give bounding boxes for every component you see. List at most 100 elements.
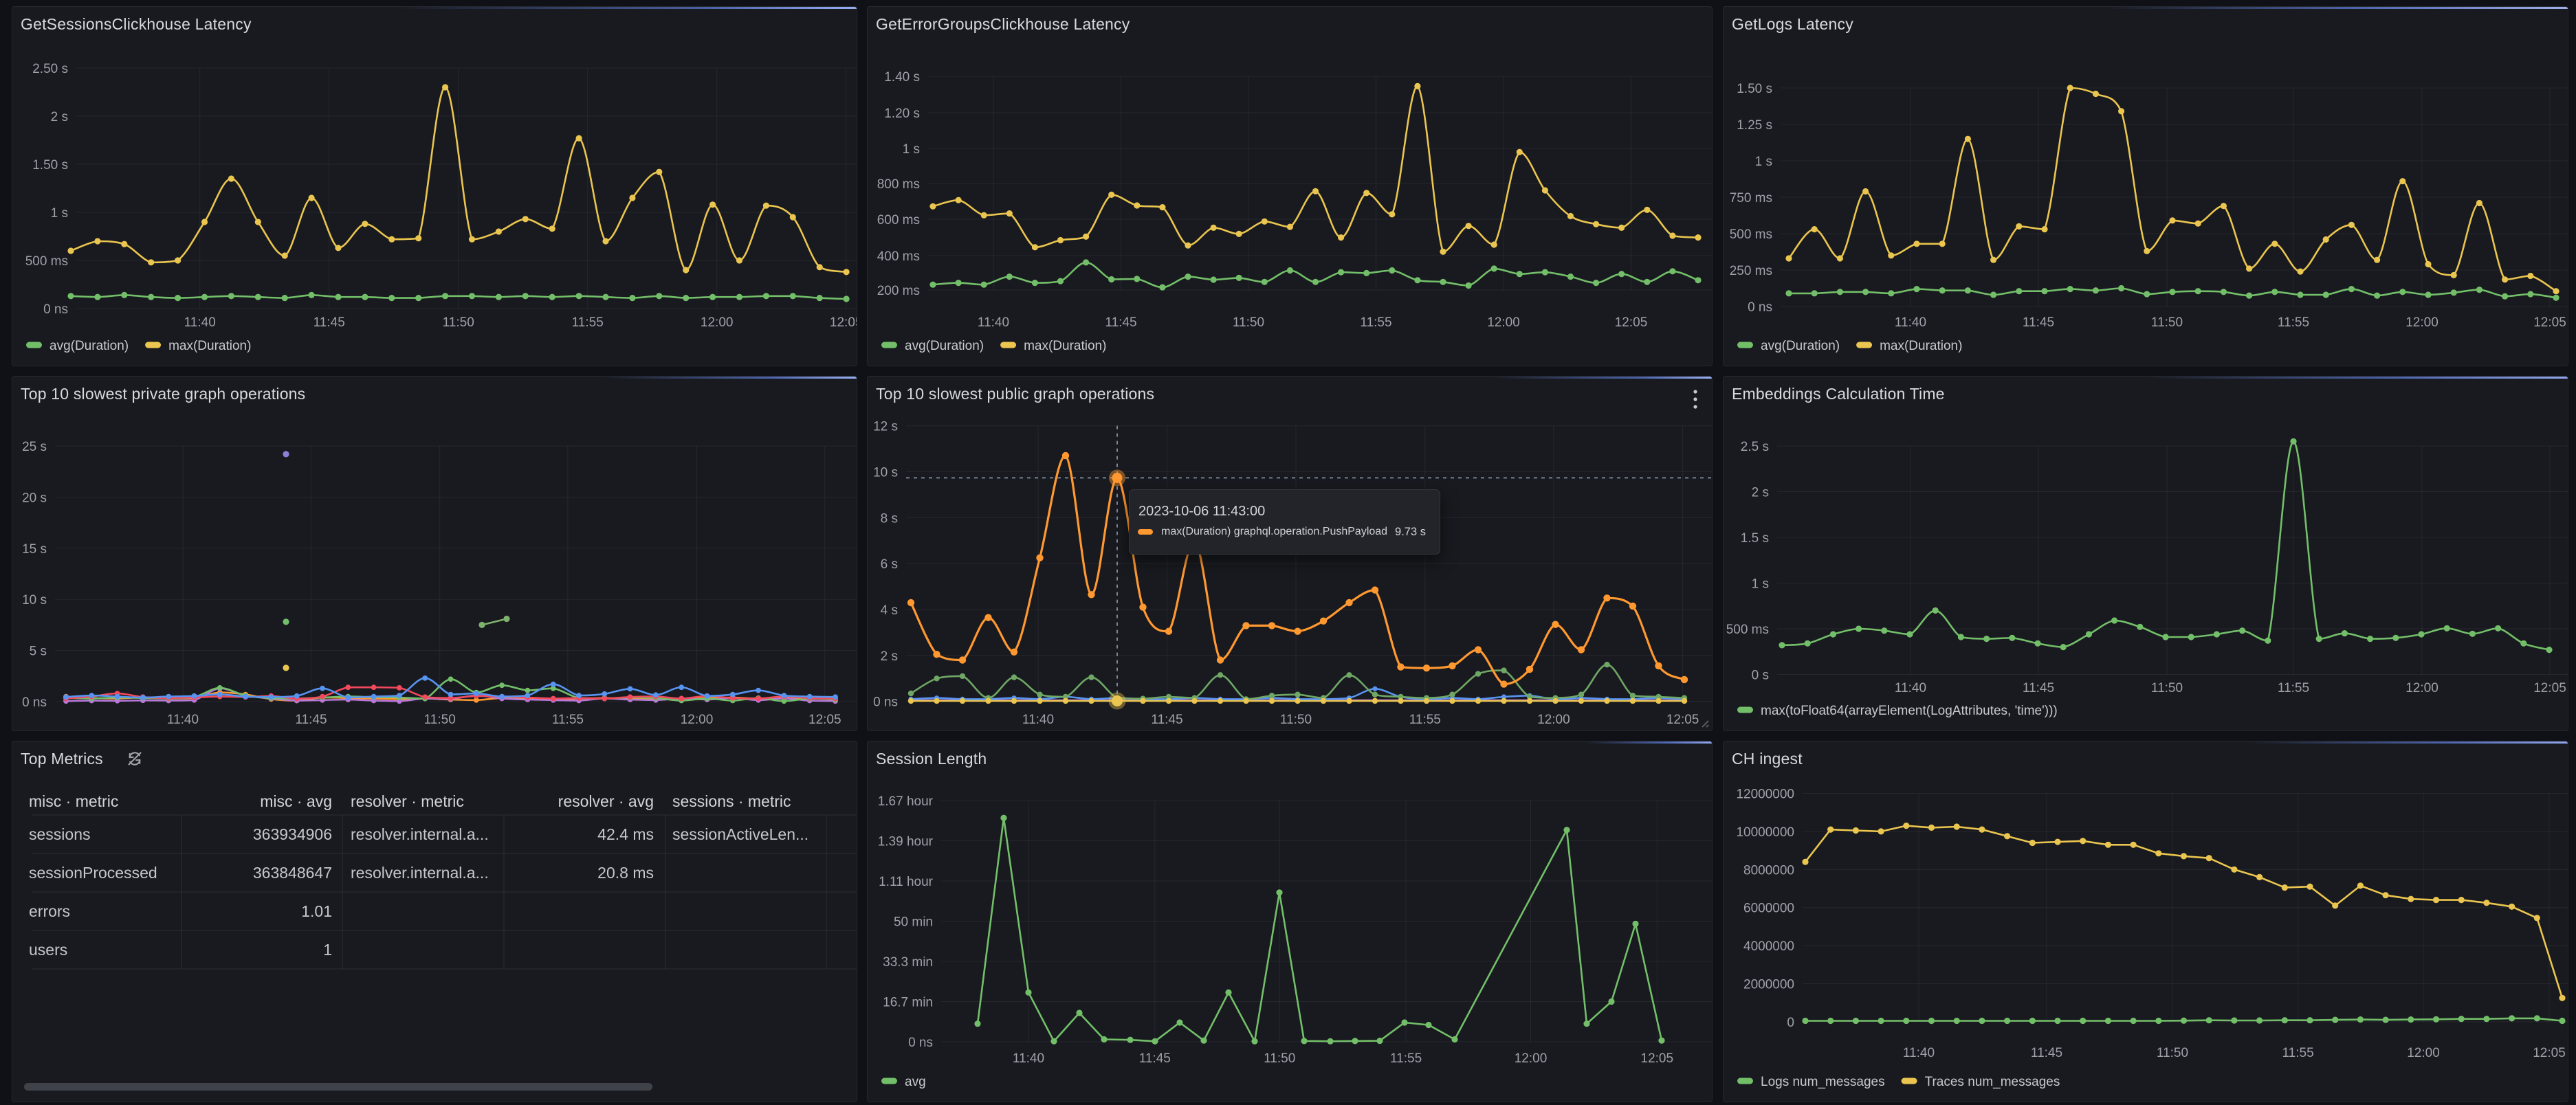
- svg-text:12:00: 12:00: [1487, 315, 1520, 330]
- svg-text:0 ns: 0 ns: [1748, 300, 1772, 315]
- svg-text:6000000: 6000000: [1743, 902, 1794, 916]
- svg-text:12:00: 12:00: [2406, 681, 2439, 695]
- svg-text:200 ms: 200 ms: [877, 284, 920, 298]
- svg-text:11:40: 11:40: [1895, 681, 1926, 695]
- svg-text:11:50: 11:50: [1264, 1051, 1295, 1066]
- svg-text:11:50: 11:50: [2151, 315, 2183, 330]
- svg-text:750 ms: 750 ms: [1730, 191, 1772, 205]
- svg-text:12:00: 12:00: [681, 713, 714, 727]
- svg-text:avg(Duration): avg(Duration): [49, 339, 129, 353]
- svg-text:11:55: 11:55: [2278, 681, 2309, 695]
- svg-text:11:40: 11:40: [184, 315, 216, 330]
- svg-text:11:55: 11:55: [572, 315, 604, 330]
- svg-text:12:05: 12:05: [830, 315, 857, 330]
- svg-text:11:55: 11:55: [2278, 315, 2309, 330]
- svg-text:12:00: 12:00: [701, 315, 734, 330]
- svg-text:5 s: 5 s: [30, 645, 47, 659]
- svg-text:11:50: 11:50: [2157, 1046, 2188, 1060]
- svg-text:avg(Duration): avg(Duration): [1761, 339, 1840, 353]
- svg-text:2 s: 2 s: [51, 110, 68, 124]
- svg-text:2.5 s: 2.5 s: [1741, 440, 1769, 454]
- svg-text:11:45: 11:45: [1151, 713, 1182, 727]
- svg-text:500 ms: 500 ms: [1726, 623, 1769, 637]
- svg-text:max(Duration): max(Duration): [1880, 339, 1962, 353]
- svg-text:25 s: 25 s: [22, 440, 47, 454]
- svg-text:8 s: 8 s: [881, 511, 898, 526]
- svg-text:11:45: 11:45: [1139, 1051, 1171, 1066]
- svg-text:1.39 hour: 1.39 hour: [878, 835, 934, 849]
- svg-text:10 s: 10 s: [873, 466, 898, 480]
- svg-text:600 ms: 600 ms: [877, 213, 920, 227]
- svg-text:11:50: 11:50: [1280, 713, 1312, 727]
- svg-text:500 ms: 500 ms: [25, 254, 68, 269]
- svg-text:1.50 s: 1.50 s: [32, 158, 68, 172]
- svg-text:11:45: 11:45: [2023, 315, 2054, 330]
- svg-text:12:00: 12:00: [2407, 1046, 2440, 1060]
- svg-text:avg: avg: [905, 1075, 926, 1089]
- svg-text:1 s: 1 s: [903, 142, 920, 157]
- svg-text:11:45: 11:45: [313, 315, 345, 330]
- svg-text:11:40: 11:40: [978, 315, 1009, 330]
- svg-text:12:00: 12:00: [1537, 713, 1570, 727]
- svg-text:max(Duration): max(Duration): [168, 339, 251, 353]
- svg-text:2 s: 2 s: [881, 649, 898, 664]
- svg-text:1.50 s: 1.50 s: [1737, 82, 1772, 96]
- svg-text:12:05: 12:05: [1641, 1051, 1674, 1066]
- svg-text:11:45: 11:45: [2031, 1046, 2062, 1060]
- svg-text:11:45: 11:45: [2023, 681, 2054, 695]
- svg-text:11:50: 11:50: [1233, 315, 1264, 330]
- svg-text:1.67 hour: 1.67 hour: [878, 794, 934, 809]
- svg-text:500 ms: 500 ms: [1730, 227, 1772, 242]
- svg-text:max(Duration): max(Duration): [1024, 339, 1106, 353]
- svg-text:11:45: 11:45: [1105, 315, 1136, 330]
- svg-text:20 s: 20 s: [22, 491, 47, 505]
- svg-text:11:50: 11:50: [443, 315, 474, 330]
- svg-text:2.50 s: 2.50 s: [32, 62, 68, 76]
- svg-text:16.7 min: 16.7 min: [883, 996, 933, 1010]
- svg-text:12:00: 12:00: [2406, 315, 2439, 330]
- svg-text:11:40: 11:40: [1895, 315, 1926, 330]
- svg-text:max(toFloat64(arrayElement(Log: max(toFloat64(arrayElement(LogAttributes…: [1761, 704, 2058, 718]
- svg-text:0 ns: 0 ns: [908, 1036, 933, 1050]
- svg-text:12:05: 12:05: [1615, 315, 1648, 330]
- svg-text:0 ns: 0 ns: [43, 302, 68, 317]
- svg-text:6 s: 6 s: [881, 557, 898, 572]
- svg-text:Logs num_messages: Logs num_messages: [1761, 1075, 1885, 1089]
- svg-text:12:05: 12:05: [2533, 681, 2566, 695]
- svg-text:12:05: 12:05: [2533, 315, 2566, 330]
- svg-text:250 ms: 250 ms: [1730, 264, 1772, 278]
- svg-text:1.40 s: 1.40 s: [884, 70, 920, 85]
- svg-text:2 s: 2 s: [1752, 486, 1769, 500]
- svg-text:1 s: 1 s: [51, 206, 68, 221]
- svg-text:2000000: 2000000: [1743, 978, 1794, 992]
- svg-text:4 s: 4 s: [881, 603, 898, 618]
- svg-text:11:55: 11:55: [1409, 713, 1441, 727]
- svg-text:11:40: 11:40: [167, 713, 199, 727]
- svg-text:33.3 min: 33.3 min: [883, 955, 933, 970]
- svg-text:50 min: 50 min: [894, 915, 933, 930]
- svg-text:Traces num_messages: Traces num_messages: [1925, 1075, 2060, 1089]
- svg-text:11:40: 11:40: [1903, 1046, 1935, 1060]
- svg-text:12:05: 12:05: [2533, 1046, 2566, 1060]
- svg-text:4000000: 4000000: [1743, 939, 1794, 954]
- svg-text:1.11 hour: 1.11 hour: [879, 875, 934, 889]
- svg-text:11:40: 11:40: [1013, 1051, 1044, 1066]
- svg-text:0 ns: 0 ns: [22, 695, 47, 710]
- svg-text:11:55: 11:55: [1390, 1051, 1422, 1066]
- svg-text:11:50: 11:50: [424, 713, 456, 727]
- svg-text:1 s: 1 s: [1752, 577, 1769, 592]
- svg-text:11:55: 11:55: [1360, 315, 1391, 330]
- svg-text:avg(Duration): avg(Duration): [905, 339, 984, 353]
- svg-text:1.5 s: 1.5 s: [1741, 531, 1769, 546]
- svg-text:0: 0: [1787, 1016, 1794, 1030]
- svg-text:0 s: 0 s: [1752, 669, 1769, 683]
- svg-text:10 s: 10 s: [22, 593, 47, 607]
- svg-text:8000000: 8000000: [1743, 863, 1794, 878]
- svg-text:12:05: 12:05: [1666, 713, 1699, 727]
- svg-text:11:45: 11:45: [295, 713, 327, 727]
- svg-text:10000000: 10000000: [1736, 825, 1794, 840]
- svg-text:400 ms: 400 ms: [877, 249, 920, 264]
- svg-text:11:55: 11:55: [552, 713, 584, 727]
- svg-text:800 ms: 800 ms: [877, 177, 920, 192]
- svg-text:15 s: 15 s: [22, 542, 47, 557]
